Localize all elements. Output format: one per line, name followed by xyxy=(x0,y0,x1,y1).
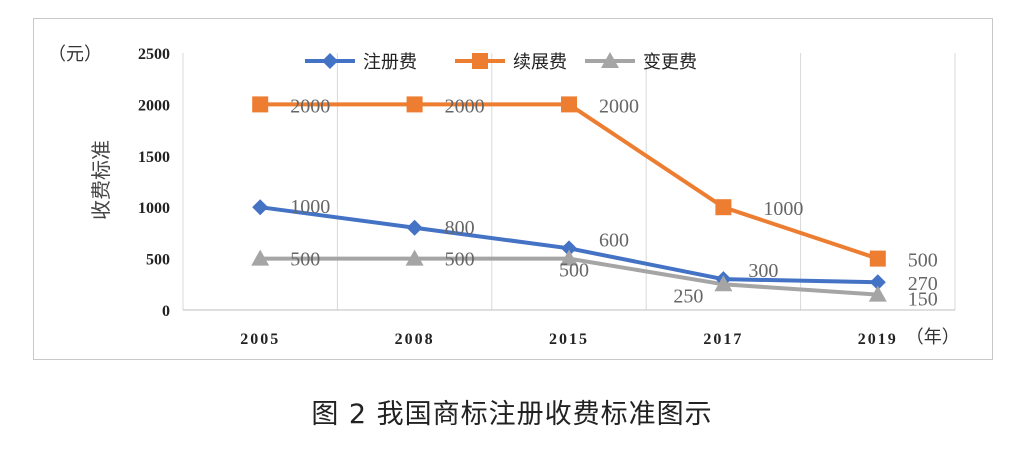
legend-label: 注册费 xyxy=(363,52,417,73)
data-label: 2000 xyxy=(290,95,330,117)
data-point-triangle xyxy=(868,285,887,302)
y-tick-label: 500 xyxy=(146,252,170,269)
y-tick-label: 0 xyxy=(162,303,170,320)
data-point-diamond xyxy=(561,240,577,257)
legend-label: 续展费 xyxy=(513,52,567,73)
data-point-diamond xyxy=(322,53,338,69)
data-point-triangle xyxy=(714,275,733,292)
data-point-triangle xyxy=(251,249,270,266)
data-point-triangle xyxy=(560,249,578,266)
data-label: 2000 xyxy=(445,95,485,117)
data-label: 800 xyxy=(445,217,475,239)
data-label: 2000 xyxy=(599,95,639,117)
data-label: 1000 xyxy=(763,198,803,220)
data-label: 600 xyxy=(599,229,629,251)
data-point-diamond xyxy=(406,219,423,236)
x-tick-label: 2015 xyxy=(549,331,589,348)
series-line-1 xyxy=(260,102,879,261)
legend-label: 变更费 xyxy=(643,52,697,73)
data-label: 500 xyxy=(445,249,475,271)
y-axis-title: 收费标准 xyxy=(89,140,113,220)
x-tick-label: 2008 xyxy=(395,331,435,348)
data-label: 250 xyxy=(673,285,703,307)
x-tick-label: 2019 xyxy=(858,331,898,348)
chart-frame xyxy=(33,18,993,360)
data-point-triangle xyxy=(601,52,619,68)
data-point-square xyxy=(406,96,423,113)
data-point-square xyxy=(561,96,577,113)
line-chart: 0 500 1000 1500 2000 2500 （元） 收费标准 2005 2008 2015 2… xyxy=(48,44,960,348)
data-label: 500 xyxy=(559,260,589,282)
y-unit-label: （元） xyxy=(48,44,102,65)
data-label: 150 xyxy=(908,289,938,311)
data-label: 270 xyxy=(908,273,938,295)
data-point-square xyxy=(715,199,732,216)
data-label: 500 xyxy=(908,250,938,272)
data-point-diamond xyxy=(869,274,886,291)
data-point-diamond xyxy=(252,199,269,216)
y-tick-label: 1000 xyxy=(138,200,170,217)
data-label: 300 xyxy=(748,260,778,282)
x-tick-label: 2017 xyxy=(703,331,743,348)
data-label: 1000 xyxy=(290,196,330,218)
figure-caption: 图 2 我国商标注册收费标准图示 xyxy=(311,399,713,430)
x-unit-label: （年） xyxy=(906,327,960,348)
data-point-triangle xyxy=(405,249,424,266)
y-tick-label: 2000 xyxy=(138,97,170,114)
y-tick-label: 2500 xyxy=(138,46,170,63)
data-point-square xyxy=(472,53,488,69)
y-tick-label: 1500 xyxy=(138,149,170,166)
data-label: 500 xyxy=(290,249,320,271)
data-point-square xyxy=(252,96,269,113)
x-tick-label: 2005 xyxy=(240,331,280,348)
data-point-square xyxy=(869,250,886,267)
